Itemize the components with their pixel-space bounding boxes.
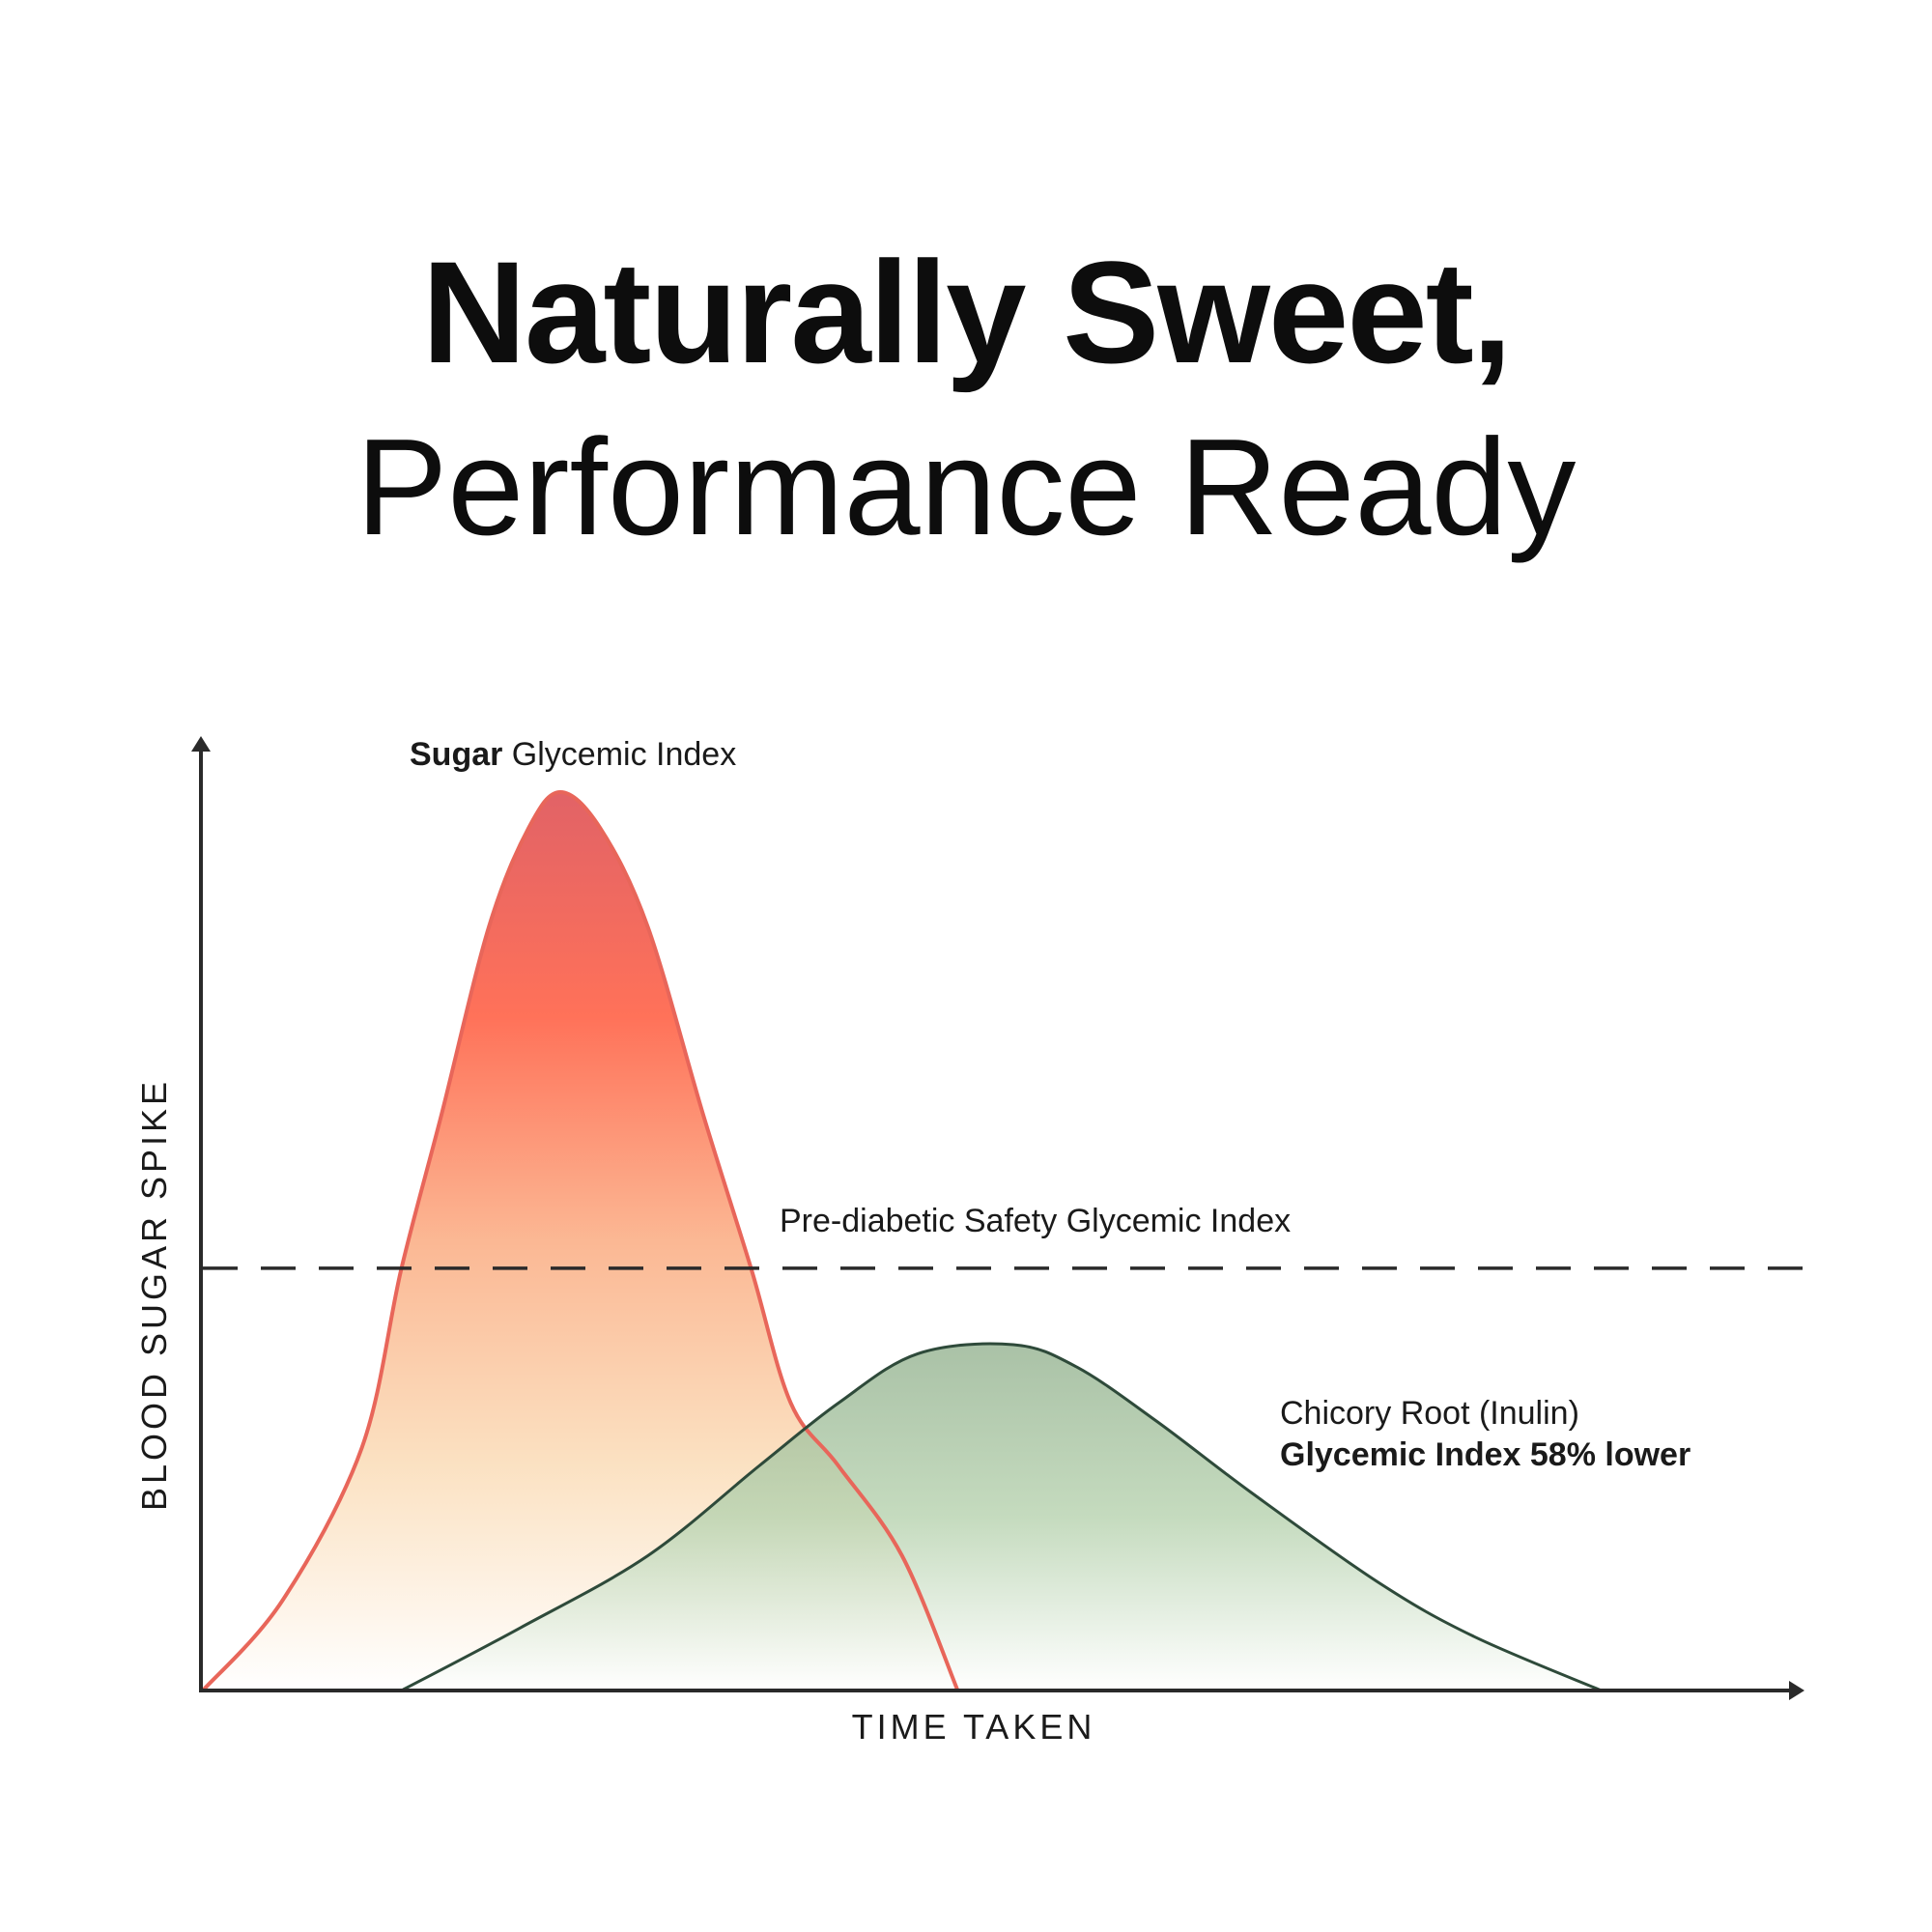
chicory-label-line1: Chicory Root (Inulin) [1280,1395,1579,1432]
chicory-label-line2: Glycemic Index 58% lower [1280,1436,1690,1473]
x-axis-arrow-icon [1789,1681,1804,1700]
sugar-label-bold: Sugar [410,736,502,773]
x-axis-label: TIME TAKEN [852,1707,1096,1747]
y-axis-label: BLOOD SUGAR SPIKE [134,1078,174,1511]
page-subtitle: Performance Ready [355,411,1577,564]
sugar-series-label: Sugar Glycemic Index [410,736,736,773]
chicory-line [400,1342,1603,1692]
threshold-label: Pre-diabetic Safety Glycemic Index [780,1203,1291,1239]
chicory-area [401,1344,1602,1690]
sugar-label-rest: Glycemic Index [502,736,736,773]
title-block: Naturally Sweet, Performance Ready [0,230,1932,570]
page-title: Naturally Sweet, [421,231,1513,393]
sugar-line [201,789,960,1692]
y-axis-arrow-icon [191,736,211,752]
